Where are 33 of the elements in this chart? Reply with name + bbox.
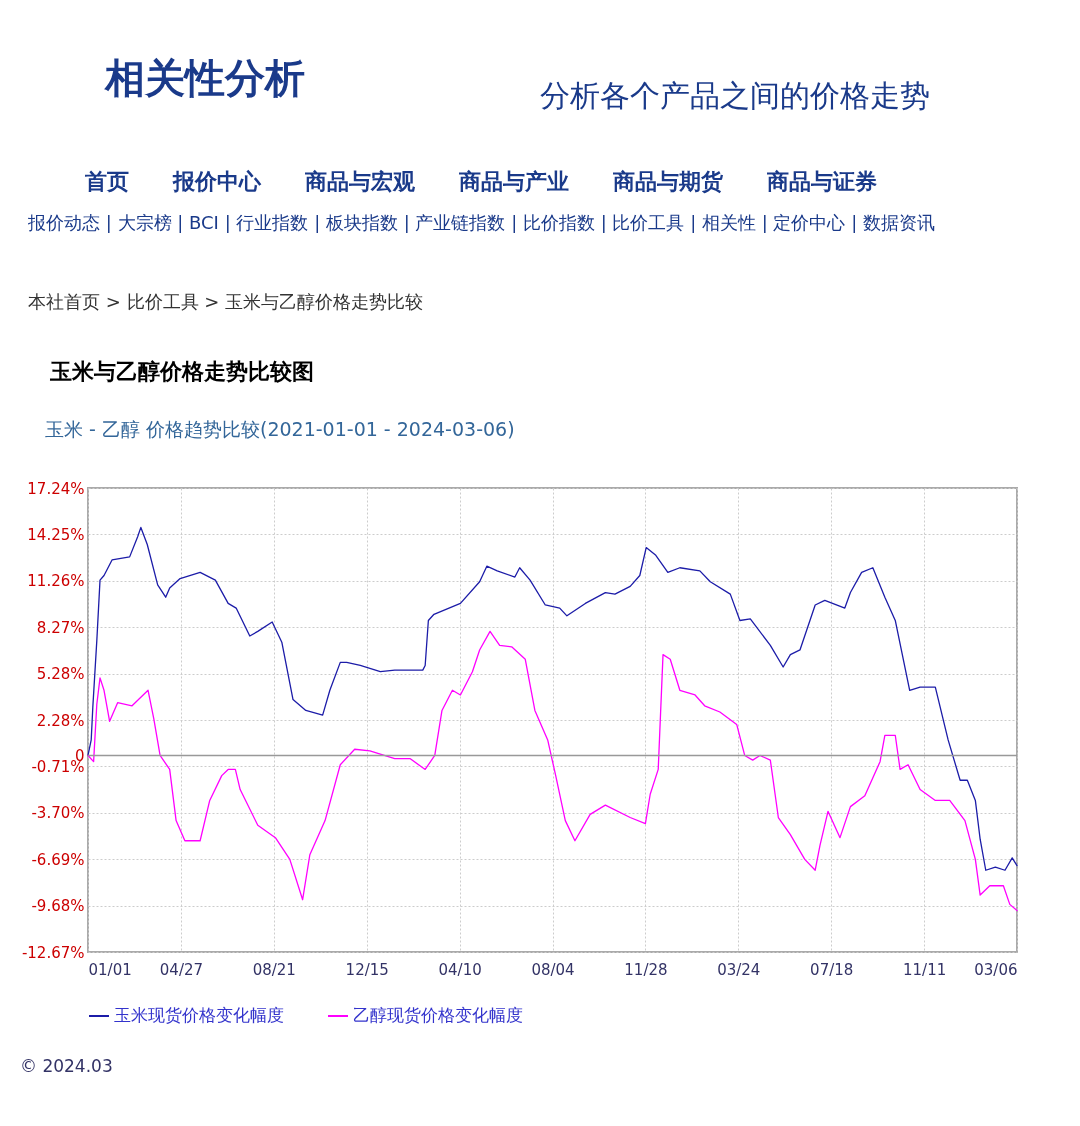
text: 首页 报价中心 商品与宏观 商品与产业 商品与期货 商品与证券	[84, 169, 877, 194]
y-tick-label: 17.24%	[27, 479, 85, 498]
x-tick-label: 11/28	[624, 960, 668, 979]
text: 报价动态 | 大宗榜 | BCI | 行业指数 | 板块指数 | 产业链指数 | 比价指数 | 比价工具 | 相关性 | 定价中心 | 数据资讯	[27, 212, 935, 233]
line-series	[87, 630, 1018, 912]
chart-title: 玉米与乙醇价格走势比较图	[49, 359, 314, 384]
y-tick-label: -6.69%	[31, 850, 85, 869]
y-tick-label: 8.27%	[36, 618, 85, 637]
x-tick-label: 12/15	[345, 960, 389, 979]
legend-label: 乙醇现货价格变化幅度	[353, 1005, 523, 1025]
text: 本社首页 > 比价工具 > 玉米与乙醇价格走势比较	[28, 291, 424, 312]
line-series	[87, 526, 1018, 871]
x-tick-label: 07/18	[810, 960, 854, 979]
text: 相关性分析	[104, 55, 305, 101]
text: © 2024.03	[20, 1056, 113, 1076]
y-tick-label: -12.67%	[21, 943, 85, 962]
y-tick-label: 11.26%	[27, 572, 85, 591]
legend-label: 玉米现货价格变化幅度	[114, 1005, 284, 1025]
y-tick-label: -9.68%	[31, 897, 85, 916]
chart-subtitle: 玉米 - 乙醇 价格趋势比较(2021-01-01 - 2024-03-06)	[45, 418, 515, 440]
y-tick-label: 5.28%	[36, 665, 85, 684]
y-tick-label: 2.28%	[36, 711, 85, 730]
x-tick-label: 08/04	[531, 960, 575, 979]
x-tick-label: 11/11	[902, 960, 947, 979]
x-tick-label: 03/24	[717, 960, 761, 979]
y-tick-label: 14.25%	[27, 525, 85, 544]
x-tick-label: 08/21	[252, 960, 296, 979]
x-tick-label: 03/06	[974, 960, 1018, 979]
text: 分析各个产品之间的价格走势	[540, 78, 930, 113]
x-tick-label: 04/27	[159, 960, 204, 979]
y-tick-label: -3.70%	[31, 804, 85, 823]
x-tick-label: 04/10	[438, 960, 482, 979]
x-tick-label: 01/01	[88, 960, 132, 979]
